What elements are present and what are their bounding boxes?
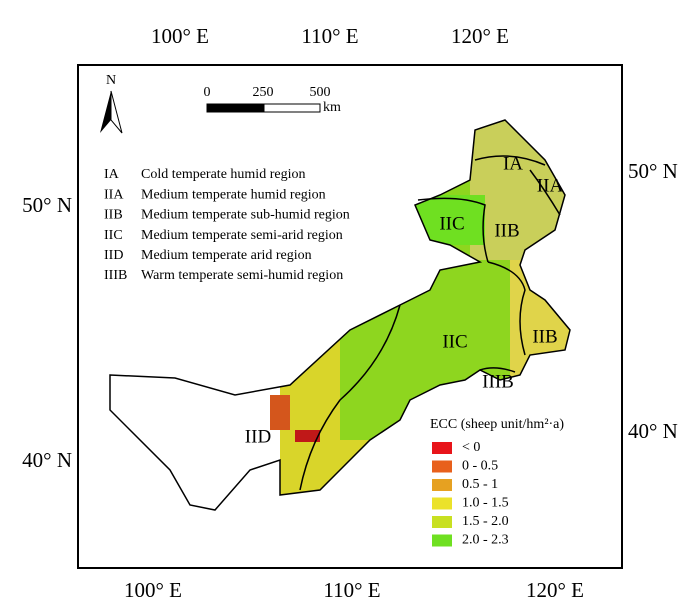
ecc-swatch <box>432 497 452 510</box>
scale-label: 0 <box>204 85 211 100</box>
region-code: IA <box>104 167 120 182</box>
longitude-label: 100° E <box>124 578 182 602</box>
ecc-legend: ECC (sheep unit/hm²·a) < 0 0 - 0.5 0.5 - 1 1… <box>430 417 564 548</box>
region-label: IIA <box>537 175 564 196</box>
ecc-swatch <box>432 479 452 491</box>
region-legend: IA Cold temperate humid region IIA Medium t… <box>104 167 350 283</box>
region-boundaries <box>299 155 561 491</box>
latitude-label: 50° N <box>628 159 678 183</box>
ecc-label: 0 - 0.5 <box>462 459 498 474</box>
scale-label: 500 <box>310 85 331 100</box>
region-name: Cold temperate humid region <box>141 167 305 182</box>
region-name: Medium temperate humid region <box>141 187 326 202</box>
region-label: IIB <box>494 220 519 241</box>
region-code: IIA <box>104 187 124 202</box>
latitude-label: 40° N <box>22 448 72 472</box>
region-label: IIC <box>439 213 464 234</box>
ecc-label: 0.5 - 1 <box>462 477 498 492</box>
map-frame <box>77 64 623 569</box>
scale-unit: km <box>323 100 341 115</box>
longitude-label: 110° E <box>323 578 380 602</box>
ecc-label: 2.0 - 2.3 <box>462 533 509 548</box>
ecc-swatch <box>432 534 452 547</box>
ecc-swatch <box>432 460 452 473</box>
region-name: Medium temperate arid region <box>141 248 312 263</box>
ecc-label: 1.5 - 2.0 <box>462 514 509 529</box>
ecc-title: ECC (sheep unit/hm²·a) <box>430 417 564 432</box>
latitude-label: 50° N <box>22 193 72 217</box>
scale-label: 250 <box>253 85 274 100</box>
region-name: Medium temperate semi-arid region <box>141 228 343 243</box>
region-code: IIB <box>104 208 123 223</box>
longitude-label: 120° E <box>451 24 509 48</box>
region-label: IIB <box>532 326 557 347</box>
region-code: IIC <box>104 228 123 243</box>
ecc-label: < 0 <box>462 440 480 455</box>
region-code: IIIB <box>104 268 127 283</box>
scale-bar <box>206 103 265 113</box>
region-name: Medium temperate sub-humid region <box>141 208 350 223</box>
region-label: IIIB <box>482 371 514 392</box>
longitude-label: 100° E <box>151 24 209 48</box>
ecc-swatch <box>432 442 452 454</box>
north-label: N <box>106 73 116 88</box>
region-labels: IA IIA IIC IIB IIC IIB IIIB IID <box>245 153 564 447</box>
region-code: IID <box>104 248 123 263</box>
ecc-label: 1.0 - 1.5 <box>462 496 509 511</box>
latitude-label: 40° N <box>628 419 678 443</box>
longitude-label: 110° E <box>301 24 358 48</box>
region-name: Warm temperate semi-humid region <box>141 268 343 283</box>
longitude-label: 120° E <box>526 578 584 602</box>
region-label: IA <box>503 153 523 174</box>
region-label: IID <box>245 426 271 447</box>
north-arrow-half <box>110 90 123 134</box>
ecc-swatch <box>432 516 452 528</box>
scale-bar <box>263 103 321 113</box>
region-label: IIC <box>442 331 467 352</box>
region-outline <box>109 119 571 511</box>
